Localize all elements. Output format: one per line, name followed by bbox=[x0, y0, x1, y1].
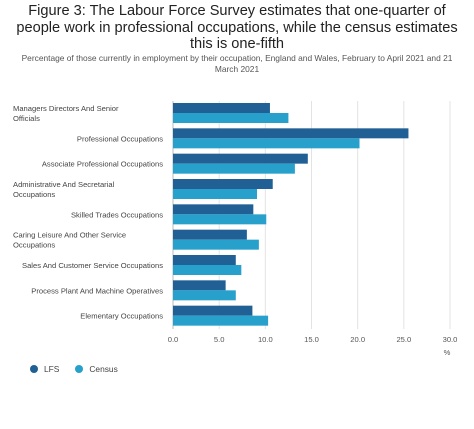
chart-title: Figure 3: The Labour Force Survey estima… bbox=[16, 3, 458, 52]
x-tick-label: 10.0 bbox=[258, 335, 273, 344]
legend-item-census: Census bbox=[75, 364, 118, 374]
category-label: Managers Directors And Senior Officials bbox=[13, 104, 119, 123]
bars bbox=[173, 103, 409, 326]
bar-lfs bbox=[173, 179, 273, 189]
category-label: Administrative And Secretarial Occupation… bbox=[13, 180, 115, 199]
legend-item-lfs: LFS bbox=[30, 364, 59, 374]
legend-swatch-lfs bbox=[30, 365, 38, 373]
x-tick-label: 15.0 bbox=[304, 335, 319, 344]
legend-swatch-census bbox=[75, 365, 84, 373]
x-tick-label: 0.0 bbox=[168, 335, 179, 344]
bar-census bbox=[173, 189, 258, 199]
x-tick-label: 5.0 bbox=[214, 335, 225, 344]
bar-census bbox=[173, 138, 360, 149]
bar-lfs bbox=[173, 153, 308, 164]
x-axis-ticks: 0.0 5.0 10.0 15.0 20.0 25.0 30.0 bbox=[168, 335, 458, 344]
bar-lfs bbox=[173, 229, 247, 240]
category-label: Elementary Occupations bbox=[80, 312, 163, 321]
category-label: Associate Professional Occupations bbox=[42, 160, 163, 169]
category-labels: Managers Directors And Senior Officials Pr… bbox=[13, 104, 163, 321]
bar-lfs bbox=[173, 255, 236, 265]
category-label: Process Plant And Machine Operatives bbox=[31, 286, 163, 295]
chart-subtitle: Percentage of those currently in employm… bbox=[21, 53, 453, 74]
bar-census bbox=[173, 239, 259, 250]
legend: LFS Census bbox=[30, 364, 134, 374]
category-label: Caring Leisure And Other Service Occupati… bbox=[13, 231, 126, 250]
bar-census bbox=[173, 315, 269, 326]
category-label: Sales And Customer Service Occupations bbox=[22, 261, 163, 270]
category-label: Skilled Trades Occupations bbox=[71, 210, 163, 219]
bar-census bbox=[173, 265, 242, 275]
bar-lfs bbox=[173, 128, 409, 139]
x-tick-label: 25.0 bbox=[396, 335, 411, 344]
bar-lfs bbox=[173, 280, 226, 291]
bar-census bbox=[173, 113, 289, 123]
bar-census bbox=[173, 163, 295, 174]
bar-census bbox=[173, 214, 267, 225]
x-tick-label: 20.0 bbox=[350, 335, 365, 344]
x-tick-label: 30.0 bbox=[443, 335, 458, 344]
bar-lfs bbox=[173, 204, 254, 215]
legend-label-lfs: LFS bbox=[44, 364, 60, 374]
bar-lfs bbox=[173, 305, 253, 316]
bar-lfs bbox=[173, 103, 270, 113]
bar-census bbox=[173, 290, 236, 301]
legend-label-census: Census bbox=[89, 364, 118, 374]
category-label: Professional Occupations bbox=[77, 134, 163, 143]
x-axis-label: % bbox=[444, 348, 451, 357]
